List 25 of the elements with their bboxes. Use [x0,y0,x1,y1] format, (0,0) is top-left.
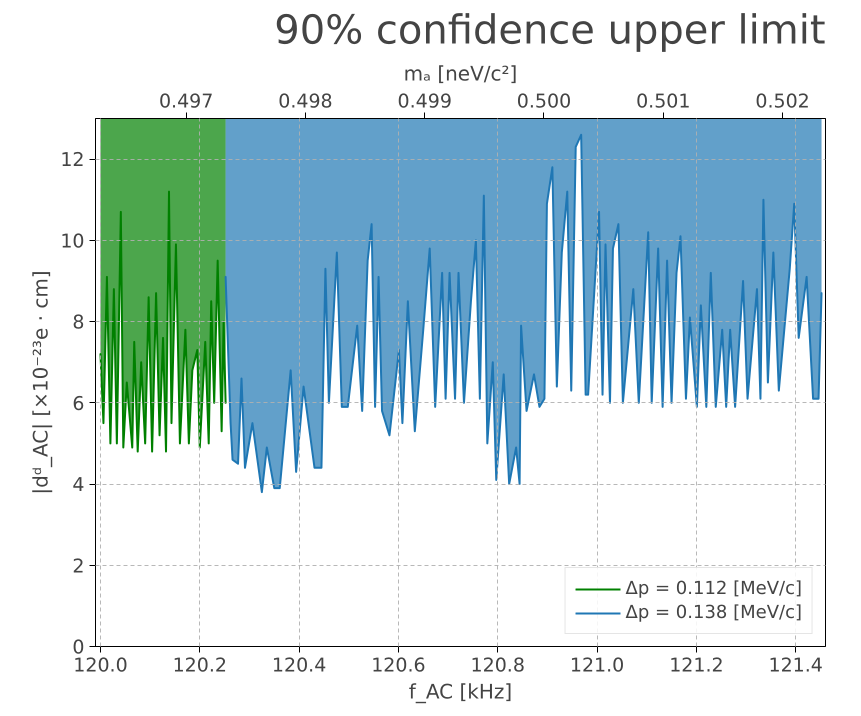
legend-label: Δp = 0.112 [MeV/c] [626,578,802,599]
x-axis-title: f_AC [kHz] [408,680,512,704]
x-tick-label: 120.8 [470,654,525,676]
x-tick-label: 120.6 [371,654,426,676]
x-tick-label: 121.4 [768,654,823,676]
x2-tick-label: 0.499 [398,90,452,112]
x2-tick-label: 0.497 [158,90,214,112]
y-tick-label: 4 [72,474,85,496]
x2-tick-label: 0.501 [636,90,690,112]
y-tick-label: 10 [60,230,85,252]
x-tick-label: 121.0 [570,654,624,676]
x-tick-label: 120.2 [172,654,227,676]
chart-title: 90% confidence upper limit [274,8,826,54]
x2-tick-label: 0.500 [516,90,572,112]
legend-label: Δp = 0.138 [MeV/c] [626,602,802,623]
x-tick-label: 120.4 [272,654,326,676]
x2-axis-title: mₐ [neV/c²] [404,62,518,86]
x2-tick-label: 0.502 [755,90,810,112]
y-tick-label: 6 [72,392,85,415]
y-tick-label: 2 [72,555,85,578]
y-tick-label: 8 [72,312,85,334]
y-axis-title: |dᵈ_AC| [×10⁻²³e · cm] [28,270,52,495]
x-tick-label: 121.2 [669,654,724,676]
x2-tick-label: 0.498 [278,90,333,112]
y-tick-label: 12 [60,149,85,172]
